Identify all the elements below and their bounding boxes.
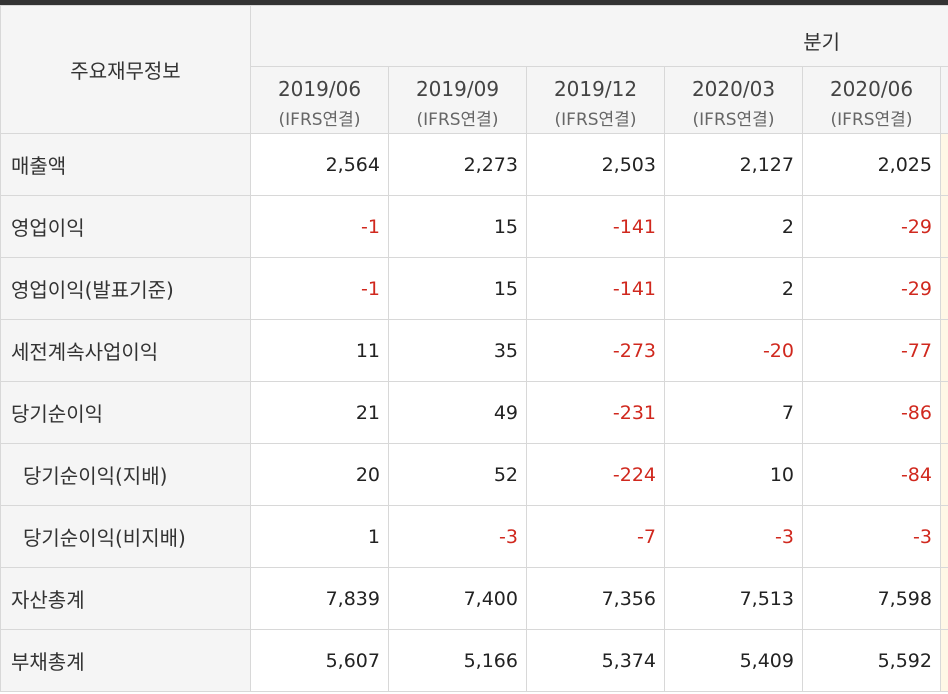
value-cell: -29 [802,195,941,258]
value-cell: -141 [526,257,665,320]
value-cell: 35 [388,319,527,382]
value-cell: 52 [388,443,527,506]
overflow-column [939,443,948,506]
column-basis: (IFRS연결) [554,109,637,130]
top-border [0,0,948,5]
column-header: 2019/06 (IFRS연결) [250,66,389,134]
column-date: 2020/06 [829,76,914,101]
value-cell: -1 [250,195,389,258]
value-cell: 1 [250,505,389,568]
value-cell: 2,127 [664,133,803,196]
table-row: 영업이익 -1 15 -141 2 -29 [0,195,948,258]
table-row: 당기순이익(지배) 20 52 -224 10 -84 [0,443,948,506]
value-cell: 5,409 [664,629,803,692]
value-cell: 7,598 [802,567,941,630]
column-date: 2019/09 [415,76,500,101]
table-row: 영업이익(발표기준) -1 15 -141 2 -29 [0,257,948,320]
value-cell: 15 [388,195,527,258]
value-cell: 7,400 [388,567,527,630]
value-cell: 2,503 [526,133,665,196]
row-label: 영업이익 [0,195,251,258]
value-cell: 10 [664,443,803,506]
row-label: 당기순이익(비지배) [0,505,251,568]
value-cell: 5,607 [250,629,389,692]
overflow-column [939,133,948,196]
value-cell: 7,839 [250,567,389,630]
value-cell: 2,273 [388,133,527,196]
table-row: 매출액 2,564 2,273 2,503 2,127 2,025 [0,133,948,196]
value-cell: 11 [250,319,389,382]
row-label: 당기순이익 [0,381,251,444]
value-cell: 7,356 [526,567,665,630]
value-cell: -29 [802,257,941,320]
value-cell: 5,592 [802,629,941,692]
value-cell: 7,513 [664,567,803,630]
value-cell: -3 [388,505,527,568]
corner-header: 주요재무정보 [0,5,251,134]
financial-summary: 주요재무정보 분기 2019/06 (IFRS연결) 2019/09 (IFRS… [0,5,948,694]
column-basis: (IFRS연결) [692,109,775,130]
value-cell: 7 [664,381,803,444]
value-cell: -20 [664,319,803,382]
value-cell: 2 [664,195,803,258]
row-label: 당기순이익(지배) [0,443,251,506]
row-label: 매출액 [0,133,251,196]
value-cell: 5,374 [526,629,665,692]
value-cell: -84 [802,443,941,506]
value-cell: -7 [526,505,665,568]
row-label: 자산총계 [0,567,251,630]
column-header: 2019/12 (IFRS연결) [526,66,665,134]
column-date: 2020/03 [691,76,776,101]
value-cell: -231 [526,381,665,444]
overflow-column [939,319,948,382]
value-cell: 21 [250,381,389,444]
period-header: 분기 [249,5,948,67]
table-row: 부채총계 5,607 5,166 5,374 5,409 5,592 [0,629,948,692]
period-label: 분기 [803,30,841,54]
overflow-column [939,257,948,320]
table-row: 당기순이익(비지배) 1 -3 -7 -3 -3 [0,505,948,568]
row-label: 세전계속사업이익 [0,319,251,382]
value-cell: -273 [526,319,665,382]
value-cell: 15 [388,257,527,320]
column-header: 2020/03 (IFRS연결) [664,66,803,134]
overflow-column [939,505,948,568]
overflow-column [939,567,948,630]
overflow-column [939,381,948,444]
table-row: 당기순이익 21 49 -231 7 -86 [0,381,948,444]
column-date: 2019/06 [277,76,362,101]
table-body: 매출액 2,564 2,273 2,503 2,127 2,025 영업이익 -1 15 -141… [0,133,948,692]
column-basis: (IFRS연결) [278,109,361,130]
overflow-column [939,629,948,692]
value-cell: 2 [664,257,803,320]
value-cell: -77 [802,319,941,382]
value-cell: -224 [526,443,665,506]
overflow-column [939,66,948,134]
value-cell: 2,025 [802,133,941,196]
column-basis: (IFRS연결) [416,109,499,130]
table-row: 세전계속사업이익 11 35 -273 -20 -77 [0,319,948,382]
overflow-column [939,195,948,258]
column-date: 2019/12 [553,76,638,101]
column-header: 2020/06 (IFRS연결) [802,66,941,134]
value-cell: -3 [802,505,941,568]
table-row: 자산총계 7,839 7,400 7,356 7,513 7,598 [0,567,948,630]
value-cell: -141 [526,195,665,258]
value-cell: 20 [250,443,389,506]
value-cell: 2,564 [250,133,389,196]
financial-table: 주요재무정보 분기 2019/06 (IFRS연결) 2019/09 (IFRS… [0,5,948,692]
value-cell: -1 [250,257,389,320]
value-cell: 49 [388,381,527,444]
column-header: 2019/09 (IFRS연결) [388,66,527,134]
row-label: 영업이익(발표기준) [0,257,251,320]
row-label: 부채총계 [0,629,251,692]
value-cell: -3 [664,505,803,568]
value-cell: -86 [802,381,941,444]
value-cell: 5,166 [388,629,527,692]
column-basis: (IFRS연결) [830,109,913,130]
